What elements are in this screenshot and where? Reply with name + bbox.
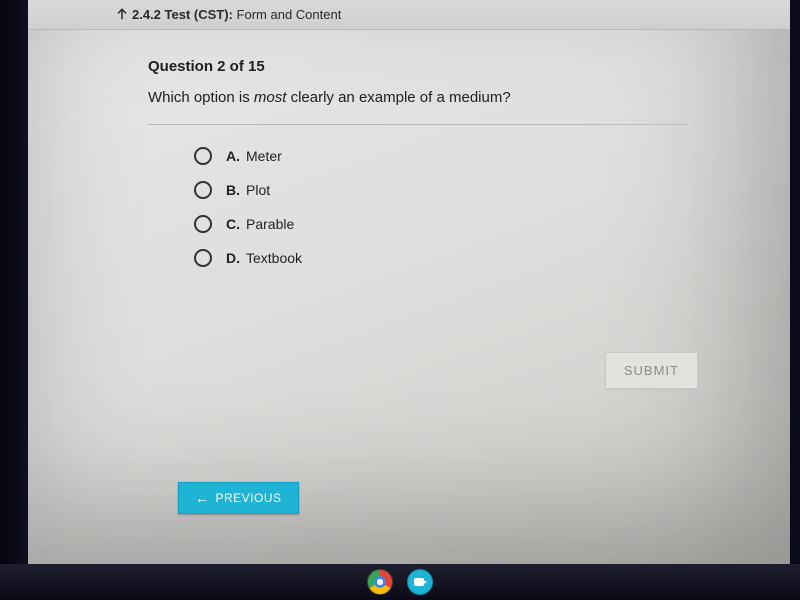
previous-button[interactable]: ← PREVIOUS — [178, 482, 299, 514]
option-label: A. Meter — [226, 148, 282, 164]
radio-icon[interactable] — [194, 215, 212, 233]
submit-button[interactable]: SUBMIT — [605, 352, 698, 389]
divider — [148, 124, 688, 125]
question-panel: Question 2 of 15 Which option is most cl… — [28, 30, 790, 267]
section-number: 2.4.2 — [132, 7, 161, 22]
previous-label: PREVIOUS — [216, 491, 282, 505]
chrome-icon[interactable] — [367, 569, 393, 595]
window-left-edge — [0, 0, 28, 564]
radio-icon[interactable] — [194, 147, 212, 165]
test-name: Form and Content — [237, 7, 342, 22]
option-text: Parable — [246, 216, 294, 232]
prompt-emphasis: most — [254, 89, 287, 106]
back-arrow-icon[interactable] — [114, 6, 130, 22]
option-label: D. Textbook — [226, 250, 302, 266]
prompt-part-1: Which option is — [148, 89, 254, 106]
taskbar — [0, 564, 800, 600]
radio-icon[interactable] — [194, 181, 212, 199]
app-window: 2.4.2 Test (CST): Form and Content Quest… — [28, 0, 790, 564]
option-text: Meter — [246, 148, 282, 164]
option-b[interactable]: B. Plot — [194, 181, 710, 199]
option-a[interactable]: A. Meter — [194, 147, 710, 165]
title-bar: 2.4.2 Test (CST): Form and Content — [28, 0, 790, 30]
option-d[interactable]: D. Textbook — [194, 249, 710, 267]
option-text: Textbook — [246, 250, 302, 266]
options-list: A. Meter B. Plot C. Parable D. Textbook — [148, 147, 710, 267]
option-c[interactable]: C. Parable — [194, 215, 710, 233]
header-label: 2.4.2 Test (CST): Form and Content — [132, 7, 341, 22]
arrow-left-icon: ← — [195, 491, 210, 505]
option-letter: A. — [226, 148, 240, 164]
option-label: B. Plot — [226, 182, 270, 198]
option-letter: C. — [226, 216, 240, 232]
prompt-part-2: clearly an example of a medium? — [286, 89, 510, 106]
option-label: C. Parable — [226, 216, 294, 232]
option-letter: B. — [226, 182, 240, 198]
question-prompt: Which option is most clearly an example … — [148, 89, 710, 106]
question-counter: Question 2 of 15 — [148, 58, 710, 75]
option-text: Plot — [246, 182, 270, 198]
test-label: Test (CST): — [165, 7, 233, 22]
option-letter: D. — [226, 250, 240, 266]
video-call-icon[interactable] — [407, 569, 433, 595]
radio-icon[interactable] — [194, 249, 212, 267]
